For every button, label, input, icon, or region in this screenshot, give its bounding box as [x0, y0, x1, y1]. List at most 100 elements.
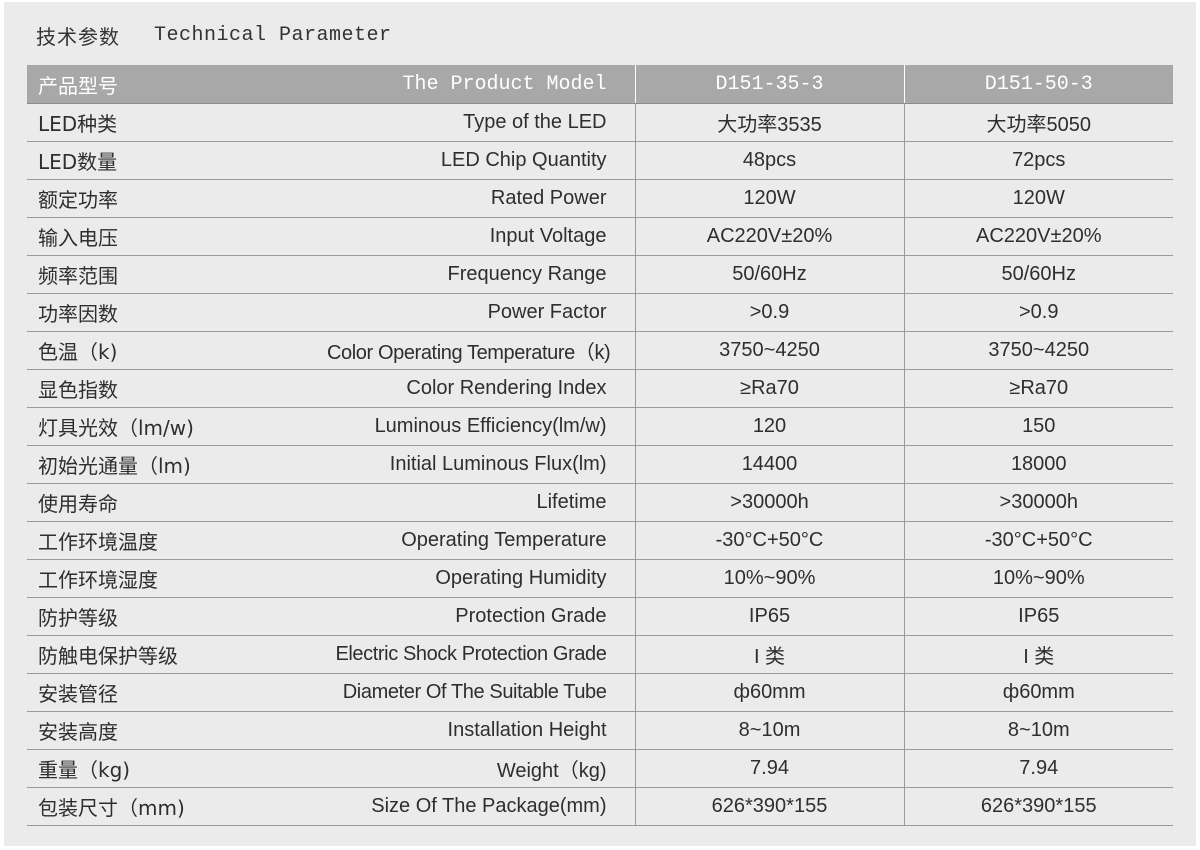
param-value-model-b: 626*390*155 — [904, 787, 1173, 826]
table-row: 重量（kg) Weight（kg) 7.94 7.94 — [27, 749, 1173, 788]
table-row: 功率因数 Power Factor >0.9 >0.9 — [27, 293, 1173, 332]
param-value-model-b: >30000h — [904, 483, 1173, 522]
param-value-model-a: 50/60Hz — [635, 255, 905, 294]
table-row: 额定功率 Rated Power 120W 120W — [27, 179, 1173, 218]
table-row: 工作环境湿度 Operating Humidity 10%~90% 10%~90% — [27, 559, 1173, 598]
param-value-model-a: 3750~4250 — [635, 331, 905, 370]
table-row: 包装尺寸（mm) Size Of The Package(mm) 626*390*1… — [27, 787, 1173, 826]
param-value-model-a: 48pcs — [635, 141, 905, 180]
param-name-en: Size Of The Package(mm) — [327, 787, 636, 826]
param-name-en: Initial Luminous Flux(lm) — [327, 445, 636, 484]
param-value-model-a: 大功率3535 — [635, 103, 905, 142]
table-row: 工作环境温度 Operating Temperature -30°C+50°C -30… — [27, 521, 1173, 560]
param-value-model-b: ≥Ra70 — [904, 369, 1173, 408]
param-name-cn: 安装高度 — [27, 711, 327, 750]
section-heading-en: Technical Parameter — [154, 23, 392, 47]
param-name-cn: 安装管径 — [27, 673, 327, 712]
param-name-cn: 频率范围 — [27, 255, 327, 294]
param-value-model-b: 大功率5050 — [904, 103, 1173, 142]
header-model-b: D151-50-3 — [904, 65, 1173, 104]
param-name-en: Luminous Efficiency(lm/w) — [327, 407, 636, 446]
param-name-cn: 使用寿命 — [27, 483, 327, 522]
param-value-model-b: 8~10m — [904, 711, 1173, 750]
table-row: 输入电压 Input Voltage AC220V±20% AC220V±20% — [27, 217, 1173, 256]
param-name-cn: 防护等级 — [27, 597, 327, 636]
table-row: 防触电保护等级 Electric Shock Protection Grade I … — [27, 635, 1173, 674]
param-name-cn: 灯具光效（lm/w) — [27, 407, 327, 446]
param-name-en: Weight（kg) — [327, 749, 636, 788]
param-name-en: Installation Height — [327, 711, 636, 750]
param-value-model-a: 626*390*155 — [635, 787, 905, 826]
param-value-model-a: >30000h — [635, 483, 905, 522]
param-value-model-b: AC220V±20% — [904, 217, 1173, 256]
param-name-en: Power Factor — [327, 293, 636, 332]
param-name-en: Operating Temperature — [327, 521, 636, 560]
table-row: 初始光通量（lm) Initial Luminous Flux(lm) 14400 1… — [27, 445, 1173, 484]
param-name-cn: 功率因数 — [27, 293, 327, 332]
table-row: LED种类 Type of the LED 大功率3535 大功率5050 — [27, 103, 1173, 142]
param-name-en: Operating Humidity — [327, 559, 636, 598]
param-value-model-b: 7.94 — [904, 749, 1173, 788]
table-row: 安装管径 Diameter Of The Suitable Tube ф60mm ф6… — [27, 673, 1173, 712]
param-value-model-b: 50/60Hz — [904, 255, 1173, 294]
param-name-cn: 防触电保护等级 — [27, 635, 327, 674]
param-value-model-a: 120 — [635, 407, 905, 446]
param-value-model-a: 10%~90% — [635, 559, 905, 598]
param-name-en: Diameter Of The Suitable Tube — [327, 673, 636, 712]
param-name-en: Lifetime — [327, 483, 636, 522]
param-value-model-a: IP65 — [635, 597, 905, 636]
header-model-a: D151-35-3 — [635, 65, 905, 104]
header-en: The Product Model — [327, 65, 636, 104]
header-cn: 产品型号 — [27, 65, 327, 104]
param-name-en: Color Rendering Index — [327, 369, 636, 408]
technical-parameter-table: 产品型号 The Product Model D151-35-3 D151-50… — [27, 65, 1173, 826]
param-value-model-a: 8~10m — [635, 711, 905, 750]
param-value-model-b: 10%~90% — [904, 559, 1173, 598]
param-value-model-b: IP65 — [904, 597, 1173, 636]
param-value-model-a: ≥Ra70 — [635, 369, 905, 408]
table-row: 防护等级 Protection Grade IP65 IP65 — [27, 597, 1173, 636]
param-value-model-a: AC220V±20% — [635, 217, 905, 256]
table-row: 色温（k) Color Operating Temperature（k) 3750~… — [27, 331, 1173, 370]
param-value-model-a: ф60mm — [635, 673, 905, 712]
param-value-model-a: >0.9 — [635, 293, 905, 332]
param-value-model-a: 120W — [635, 179, 905, 218]
table-row: 灯具光效（lm/w) Luminous Efficiency(lm/w) 120 15… — [27, 407, 1173, 446]
param-value-model-a: 7.94 — [635, 749, 905, 788]
param-value-model-b: 3750~4250 — [904, 331, 1173, 370]
param-name-cn: LED数量 — [27, 141, 327, 180]
param-name-en: Input Voltage — [327, 217, 636, 256]
param-name-cn: LED种类 — [27, 103, 327, 142]
section-heading-cn: 技术参数 — [36, 24, 120, 49]
param-name-cn: 包装尺寸（mm) — [27, 787, 327, 826]
param-name-cn: 初始光通量（lm) — [27, 445, 327, 484]
param-value-model-b: ф60mm — [904, 673, 1173, 712]
param-name-cn: 工作环境温度 — [27, 521, 327, 560]
spec-sheet: 技术参数 Technical Parameter 产品型号 The Produc… — [4, 2, 1196, 846]
param-value-model-a: 14400 — [635, 445, 905, 484]
param-name-cn: 输入电压 — [27, 217, 327, 256]
param-value-model-b: 150 — [904, 407, 1173, 446]
param-name-cn: 显色指数 — [27, 369, 327, 408]
param-name-en: Type of the LED — [327, 103, 636, 142]
param-value-model-b: -30°C+50°C — [904, 521, 1173, 560]
param-value-model-b: 72pcs — [904, 141, 1173, 180]
param-value-model-a: I 类 — [635, 635, 905, 674]
param-name-en: Frequency Range — [327, 255, 636, 294]
param-name-en: Electric Shock Protection Grade — [327, 635, 636, 674]
param-name-en: Color Operating Temperature（k) — [327, 331, 636, 370]
param-name-en: Protection Grade — [327, 597, 636, 636]
table-row: 显色指数 Color Rendering Index ≥Ra70 ≥Ra70 — [27, 369, 1173, 408]
param-name-cn: 重量（kg) — [27, 749, 327, 788]
param-name-cn: 色温（k) — [27, 331, 327, 370]
table-row: 频率范围 Frequency Range 50/60Hz 50/60Hz — [27, 255, 1173, 294]
param-value-model-a: -30°C+50°C — [635, 521, 905, 560]
param-value-model-b: I 类 — [904, 635, 1173, 674]
param-name-en: LED Chip Quantity — [327, 141, 636, 180]
param-name-en: Rated Power — [327, 179, 636, 218]
table-header-row: 产品型号 The Product Model D151-35-3 D151-50… — [27, 65, 1173, 104]
param-value-model-b: 120W — [904, 179, 1173, 218]
param-name-cn: 工作环境湿度 — [27, 559, 327, 598]
param-value-model-b: 18000 — [904, 445, 1173, 484]
param-name-cn: 额定功率 — [27, 179, 327, 218]
